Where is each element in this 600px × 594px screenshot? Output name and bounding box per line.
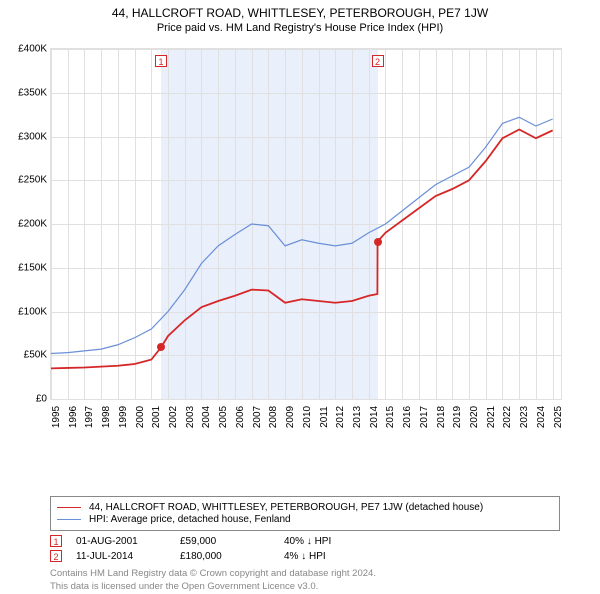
legend-label-property: 44, HALLCROFT ROAD, WHITTLESEY, PETERBOR… — [89, 502, 483, 513]
x-axis-label: 2008 — [268, 406, 279, 428]
legend-label-hpi: HPI: Average price, detached house, Fenl… — [89, 514, 291, 525]
x-axis-label: 1999 — [118, 406, 129, 428]
x-axis-label: 2025 — [553, 406, 564, 428]
x-axis-label: 2020 — [469, 406, 480, 428]
y-axis-label: £250K — [18, 175, 51, 186]
x-axis-label: 2013 — [352, 406, 363, 428]
sale-row-marker: 2 — [50, 550, 62, 562]
chart-subtitle: Price paid vs. HM Land Registry's House … — [0, 22, 600, 34]
y-axis-label: £100K — [18, 306, 51, 317]
x-axis-label: 2018 — [436, 406, 447, 428]
x-axis-label: 1997 — [84, 406, 95, 428]
x-axis-label: 2007 — [252, 406, 263, 428]
sale-diff: 40% ↓ HPI — [284, 536, 374, 547]
sale-row: 1 01-AUG-2001 £59,000 40% ↓ HPI — [50, 535, 560, 547]
x-axis-label: 2012 — [335, 406, 346, 428]
legend: 44, HALLCROFT ROAD, WHITTLESEY, PETERBOR… — [50, 496, 560, 531]
x-axis-label: 2016 — [402, 406, 413, 428]
series-line — [51, 117, 553, 353]
y-axis-label: £400K — [18, 44, 51, 55]
x-axis-label: 2023 — [519, 406, 530, 428]
y-axis-label: £200K — [18, 219, 51, 230]
x-axis-label: 2011 — [319, 406, 330, 428]
x-axis-label: 2004 — [201, 406, 212, 428]
gridline-y — [51, 399, 561, 400]
legend-item-hpi: HPI: Average price, detached house, Fenl… — [57, 514, 553, 525]
x-axis-label: 2022 — [502, 406, 513, 428]
footer-line-1: Contains HM Land Registry data © Crown c… — [50, 568, 560, 581]
chart-area: £0£50K£100K£150K£200K£250K£300K£350K£400… — [50, 48, 562, 400]
sale-marker-dot — [374, 238, 382, 246]
x-axis-label: 1995 — [51, 406, 62, 428]
sale-date: 01-AUG-2001 — [76, 536, 166, 547]
x-axis-label: 2006 — [235, 406, 246, 428]
y-axis-label: £150K — [18, 262, 51, 273]
x-axis-label: 2024 — [536, 406, 547, 428]
sale-price: £59,000 — [180, 536, 270, 547]
y-axis-label: £50K — [24, 350, 51, 361]
x-axis-label: 2005 — [218, 406, 229, 428]
legend-item-property: 44, HALLCROFT ROAD, WHITTLESEY, PETERBOR… — [57, 502, 553, 513]
sale-row: 211-JUL-2014£180,0004% ↓ HPI — [50, 550, 560, 562]
x-axis-label: 2001 — [151, 406, 162, 428]
footer-line-2: This data is licensed under the Open Gov… — [50, 581, 560, 594]
sale-marker-label: 2 — [372, 55, 384, 67]
footer: Contains HM Land Registry data © Crown c… — [50, 568, 560, 594]
y-axis-label: £300K — [18, 131, 51, 142]
x-axis-label: 2002 — [168, 406, 179, 428]
x-axis-label: 2003 — [185, 406, 196, 428]
x-axis-label: 2019 — [452, 406, 463, 428]
x-axis-label: 2015 — [385, 406, 396, 428]
series-line — [51, 130, 553, 369]
x-axis-label: 2009 — [285, 406, 296, 428]
x-axis-label: 1996 — [68, 406, 79, 428]
chart-title: 44, HALLCROFT ROAD, WHITTLESEY, PETERBOR… — [0, 0, 600, 20]
x-axis-label: 2000 — [135, 406, 146, 428]
sale-row-marker: 1 — [50, 535, 62, 547]
sale-table: 1 01-AUG-2001 £59,000 40% ↓ HPI 211-JUL-2014… — [50, 535, 560, 562]
x-axis-label: 2010 — [302, 406, 313, 428]
x-axis-label: 2017 — [419, 406, 430, 428]
y-axis-label: £350K — [18, 87, 51, 98]
sale-marker-label: 1 — [155, 55, 167, 67]
x-axis-label: 1998 — [101, 406, 112, 428]
plot-svg — [51, 49, 561, 399]
sale-marker-dot — [157, 343, 165, 351]
legend-swatch-hpi — [57, 519, 81, 520]
x-axis-label: 2014 — [369, 406, 380, 428]
y-axis-label: £0 — [36, 394, 51, 405]
x-axis-label: 2021 — [486, 406, 497, 428]
legend-swatch-property — [57, 507, 81, 508]
